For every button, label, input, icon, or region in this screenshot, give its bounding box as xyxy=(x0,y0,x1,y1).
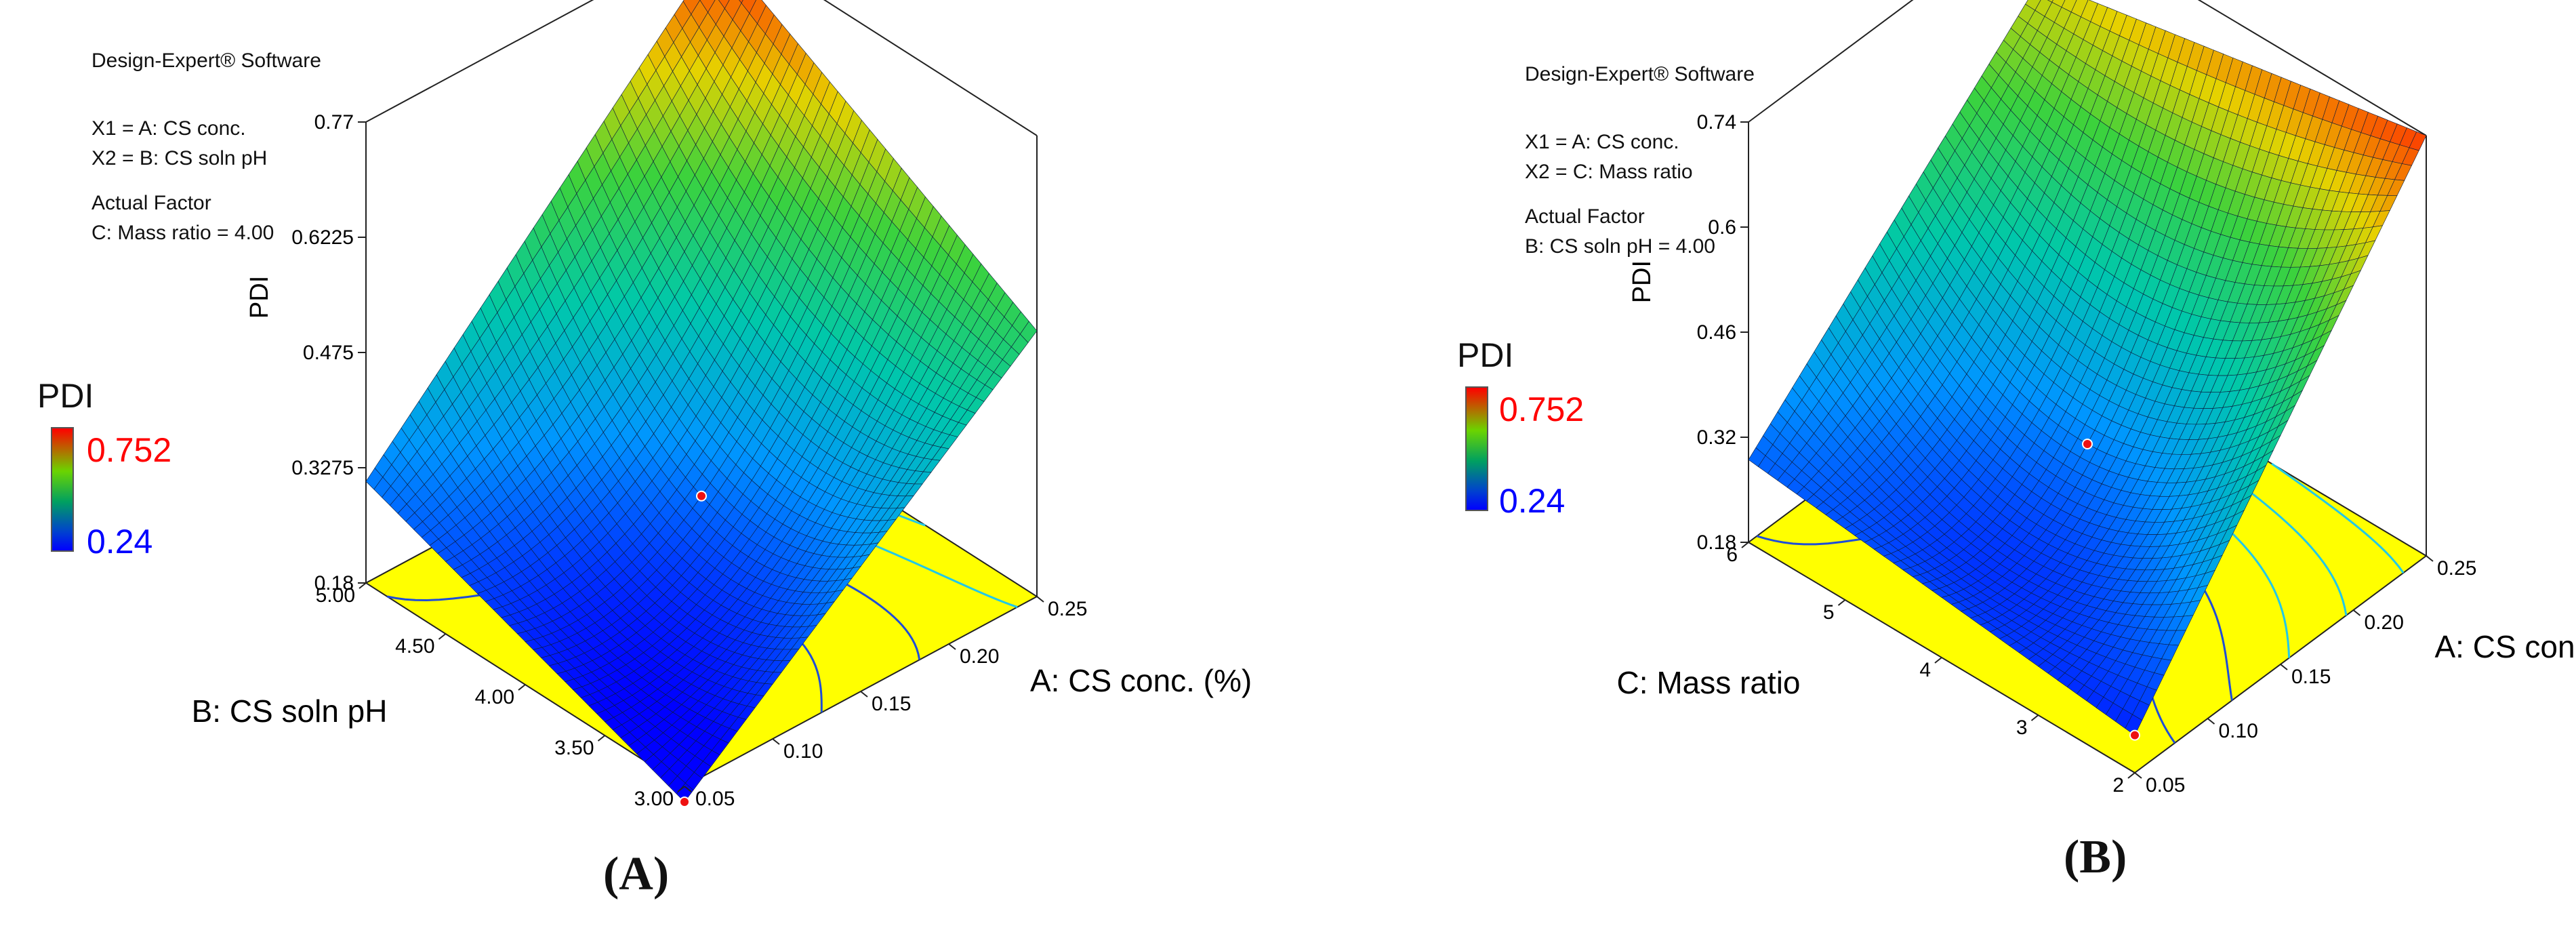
y-tick xyxy=(677,786,685,792)
center-point xyxy=(696,490,707,502)
actual-factor-value: C: Mass ratio = 4.00 xyxy=(91,222,274,244)
x1-label: X1 = A: CS conc. xyxy=(91,117,246,140)
legend-max-value: 0.752 xyxy=(87,431,172,469)
legend-title: PDI xyxy=(1457,336,1514,374)
y-tick xyxy=(1934,657,1942,664)
actual-factor-value: B: CS soln pH = 4.00 xyxy=(1525,235,1715,258)
y-tick xyxy=(359,582,367,589)
x-tick xyxy=(2207,718,2215,725)
x-tick xyxy=(2134,772,2142,779)
x-axis-label: A: CS conc. (%) xyxy=(2435,629,2576,664)
software-header: Design-Expert® Software xyxy=(1525,63,1755,85)
x-tick-label: 0.10 xyxy=(2219,720,2258,742)
design-point xyxy=(679,796,690,808)
y-tick-label: 4.50 xyxy=(395,635,434,658)
x-tick-label: 0.05 xyxy=(695,788,735,810)
z-tick-label: 0.475 xyxy=(303,342,354,364)
actual-factor-title: Actual Factor xyxy=(1525,205,1645,228)
x-tick-label: 0.25 xyxy=(1048,598,1087,620)
x-tick xyxy=(684,786,692,792)
chart-panel-b: 0.18 0.32 0.46 0.6 0.74 PDI 0.05 0.10 0.15 0.20 0.… xyxy=(1288,0,2576,928)
actual-factor-title: Actual Factor xyxy=(91,192,211,214)
y-tick xyxy=(2030,714,2039,721)
y-tick-label: 5 xyxy=(1823,601,1835,624)
info-block-b: Design-Expert® Software X1 = A: CS conc.… xyxy=(1525,60,1755,262)
z-tick-label: 0.32 xyxy=(1697,426,1736,449)
surface-plot-a: 0.18 0.3275 0.475 0.6225 0.77 PDI 0.05 0.10 0.15… xyxy=(192,0,1252,810)
y-tick xyxy=(438,633,447,640)
z-axis-label: PDI xyxy=(1628,260,1656,303)
legend-color-bar xyxy=(51,427,74,552)
y-tick-label: 3 xyxy=(2016,717,2028,739)
legend-title: PDI xyxy=(37,377,94,415)
y-axis-label: B: CS soln pH xyxy=(192,693,388,729)
x-tick-label: 0.15 xyxy=(2291,666,2331,688)
x-tick xyxy=(2280,664,2288,670)
info-block-a: Design-Expert® Software X1 = A: CS conc.… xyxy=(91,46,321,248)
x-tick xyxy=(2352,609,2361,616)
surface-plot-b: 0.18 0.32 0.46 0.6 0.74 PDI 0.05 0.10 0.15 0.20 0.… xyxy=(1617,0,2576,796)
y-tick-label: 3.00 xyxy=(634,788,674,810)
y-tick xyxy=(518,684,526,691)
x-tick-label: 0.20 xyxy=(2365,611,2404,634)
y-tick-label: 2 xyxy=(2112,774,2124,796)
x1-label: X1 = A: CS conc. xyxy=(1525,131,1679,153)
z-tick-label: 0.6225 xyxy=(291,226,354,249)
x2-label: X2 = C: Mass ratio xyxy=(1525,161,1693,183)
y-tick-label: 6 xyxy=(1726,544,1738,566)
surface-mesh xyxy=(365,0,1038,803)
z-tick-label: 0.77 xyxy=(314,111,354,134)
z-tick-label: 0.18 xyxy=(1697,531,1736,554)
chart-panel-a: 0.18 0.3275 0.475 0.6225 0.77 PDI 0.05 0.10 0.15… xyxy=(37,0,1252,900)
y-tick xyxy=(1741,542,1749,548)
x-tick-label: 0.25 xyxy=(2437,557,2476,580)
y-tick xyxy=(2127,772,2135,779)
z-tick-label: 0.46 xyxy=(1697,321,1736,344)
y-tick-label: 4 xyxy=(1919,659,1931,681)
x-tick xyxy=(948,643,956,650)
x-tick xyxy=(772,738,780,745)
y-tick xyxy=(1837,599,1846,606)
x2-label: X2 = B: CS soln pH xyxy=(91,147,268,169)
x-tick-label: 0.05 xyxy=(2146,774,2185,796)
z-axis-label: PDI xyxy=(245,276,274,319)
x-tick xyxy=(1036,596,1044,603)
y-tick xyxy=(597,735,606,742)
surface-mesh xyxy=(1748,0,2427,736)
software-header: Design-Expert® Software xyxy=(91,49,321,72)
legend-max-value: 0.752 xyxy=(1499,390,1585,428)
y-tick-label: 3.50 xyxy=(554,737,594,759)
y-tick-label: 4.00 xyxy=(475,686,514,708)
z-tick-label: 0.18 xyxy=(314,572,354,594)
y-tick-label: 5.00 xyxy=(316,584,355,607)
legend-min-value: 0.24 xyxy=(87,523,153,561)
figure-caption: (B) xyxy=(2064,831,2127,883)
legend-min-value: 0.24 xyxy=(1499,482,1566,520)
x-tick-label: 0.10 xyxy=(783,740,823,763)
z-tick-label: 0.3275 xyxy=(291,457,354,479)
x-tick xyxy=(860,691,868,698)
back-frame-top xyxy=(1748,0,2427,136)
z-tick-label: 0.74 xyxy=(1697,111,1736,134)
x-axis-label: A: CS conc. (%) xyxy=(1030,663,1252,698)
z-tick-label: 0.6 xyxy=(1708,216,1736,239)
y-axis-label: C: Mass ratio xyxy=(1617,665,1801,700)
center-point xyxy=(2082,439,2093,449)
back-frame-top xyxy=(365,0,1038,136)
legend-color-bar xyxy=(1465,386,1488,511)
x-tick-label: 0.20 xyxy=(960,645,999,668)
contour-line xyxy=(2271,462,2405,573)
figure-caption: (A) xyxy=(603,848,670,900)
x-tick xyxy=(2426,555,2434,562)
design-point xyxy=(2129,729,2140,741)
x-tick-label: 0.15 xyxy=(872,693,911,715)
